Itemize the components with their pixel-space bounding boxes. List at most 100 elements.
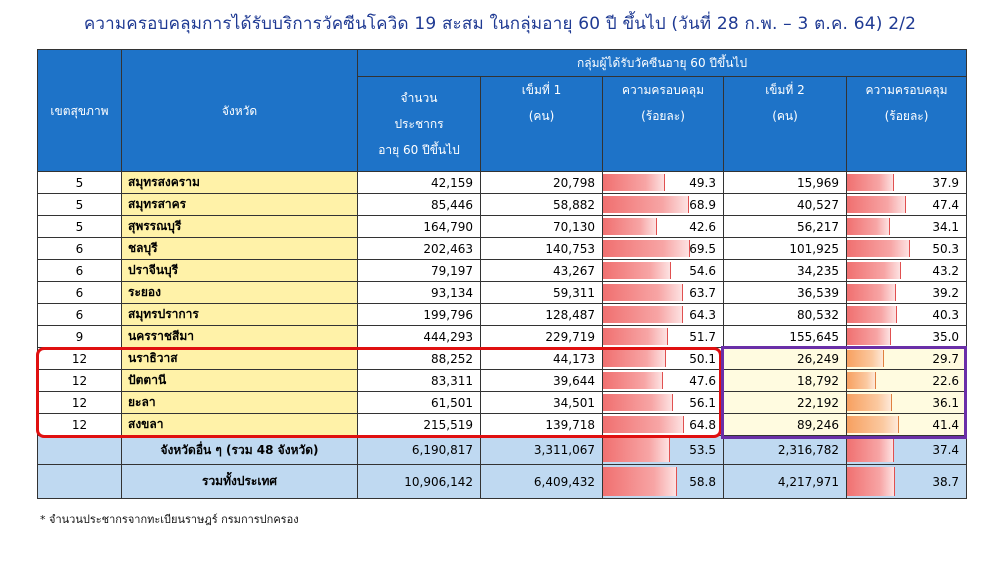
table-row: 6 ชลบุรี 202,463 140,753 69.5 101,925 50.3 bbox=[37, 237, 968, 260]
total-label: รวมทั้งประเทศ bbox=[121, 464, 358, 499]
region-cell: 9 bbox=[37, 325, 122, 348]
coverage-bar bbox=[603, 416, 684, 433]
highlight-region12-box bbox=[36, 347, 722, 438]
coverage-bar bbox=[603, 240, 690, 257]
table-row: 12 สงขลา 215,519 139,718 64.8 89,246 41.4 bbox=[37, 413, 968, 436]
coverage-bar bbox=[603, 350, 666, 367]
province-cell: สุพรรณบุรี bbox=[121, 215, 358, 238]
region-cell: 6 bbox=[37, 281, 122, 304]
coverage-bar bbox=[603, 218, 657, 235]
coverage2-cell: 35.0 bbox=[845, 325, 968, 348]
coverage2-cell: 43.2 bbox=[845, 259, 968, 282]
region-cell: 5 bbox=[37, 193, 122, 216]
coverage-table: เขตสุขภาพ จังหวัด กลุ่มผู้ได้รับวัคซีนอา… bbox=[37, 49, 968, 499]
dose1-cell: 139,718 bbox=[480, 413, 603, 436]
population-cell: 79,197 bbox=[357, 259, 481, 282]
header-dose1: เข็มที่ 1 (คน) bbox=[480, 76, 603, 172]
population-cell: 202,463 bbox=[357, 237, 481, 260]
coverage2-cell: 22.6 bbox=[845, 369, 968, 392]
dose1-cell: 20,798 bbox=[480, 171, 603, 194]
coverage1-cell: 69.5 bbox=[602, 237, 724, 260]
dose1-cell: 140,753 bbox=[480, 237, 603, 260]
region-cell: 6 bbox=[37, 303, 122, 326]
dose2-cell: 89,246 bbox=[723, 413, 847, 436]
population-cell: 85,446 bbox=[357, 193, 481, 216]
region-cell: 6 bbox=[37, 259, 122, 282]
others-pop: 6,190,817 bbox=[357, 435, 481, 465]
province-cell: ชลบุรี bbox=[121, 237, 358, 260]
province-cell: ระยอง bbox=[121, 281, 358, 304]
coverage2-cell: 40.3 bbox=[845, 303, 968, 326]
table-row: 6 ปราจีนบุรี 79,197 43,267 54.6 34,235 43.2 bbox=[37, 259, 968, 282]
total-pop: 10,906,142 bbox=[357, 464, 481, 499]
coverage-bar bbox=[847, 218, 890, 235]
table-row: 6 ระยอง 93,134 59,311 63.7 36,539 39.2 bbox=[37, 281, 968, 304]
coverage1-cell: 49.3 bbox=[602, 171, 724, 194]
coverage1-cell: 47.6 bbox=[602, 369, 724, 392]
others-label: จังหวัดอื่น ๆ (รวม 48 จังหวัด) bbox=[121, 435, 358, 465]
dose1-cell: 128,487 bbox=[480, 303, 603, 326]
coverage2-cell: 41.4 bbox=[845, 413, 968, 436]
total-dose2: 4,217,971 bbox=[723, 464, 847, 499]
province-cell: ยะลา bbox=[121, 391, 358, 414]
region-cell: 6 bbox=[37, 237, 122, 260]
dose2-cell: 34,235 bbox=[723, 259, 847, 282]
coverage-bar bbox=[847, 394, 893, 411]
coverage-bar bbox=[847, 372, 876, 389]
dose2-cell: 40,527 bbox=[723, 193, 847, 216]
coverage-bar bbox=[603, 394, 674, 411]
dose1-cell: 58,882 bbox=[480, 193, 603, 216]
province-cell: สงขลา bbox=[121, 413, 358, 436]
table-row: 12 ปัตตานี 83,311 39,644 47.6 18,792 22.6 bbox=[37, 369, 968, 392]
dose2-cell: 22,192 bbox=[723, 391, 847, 414]
province-cell: นราธิวาส bbox=[121, 347, 358, 370]
dose2-cell: 18,792 bbox=[723, 369, 847, 392]
table-row: 6 สมุทรปราการ 199,796 128,487 64.3 80,532 40.3 bbox=[37, 303, 968, 326]
dose2-cell: 101,925 bbox=[723, 237, 847, 260]
table-row: 5 สมุทรสาคร 85,446 58,882 68.9 40,527 47.4 bbox=[37, 193, 968, 216]
highlight-dose2-box bbox=[721, 346, 967, 439]
coverage1-cell: 56.1 bbox=[602, 391, 724, 414]
dose2-cell: 56,217 bbox=[723, 215, 847, 238]
coverage2-cell: 34.1 bbox=[845, 215, 968, 238]
coverage-bar bbox=[847, 306, 898, 323]
coverage-bar bbox=[847, 240, 910, 257]
dose1-cell: 59,311 bbox=[480, 281, 603, 304]
coverage-bar bbox=[603, 284, 683, 301]
coverage1-cell: 54.6 bbox=[602, 259, 724, 282]
coverage-bar bbox=[847, 196, 907, 213]
province-cell: นครราชสีมา bbox=[121, 325, 358, 348]
table-row: 5 สุพรรณบุรี 164,790 70,130 42.6 56,217 34.1 bbox=[37, 215, 968, 238]
region-cell: 5 bbox=[37, 215, 122, 238]
population-cell: 93,134 bbox=[357, 281, 481, 304]
others-dose1: 3,311,067 bbox=[480, 435, 603, 465]
coverage-bar bbox=[847, 328, 891, 345]
coverage-bar bbox=[603, 196, 690, 213]
header-coverage2: ความครอบคลุม (ร้อยละ) bbox=[845, 76, 968, 172]
dose2-cell: 155,645 bbox=[723, 325, 847, 348]
header-group: กลุ่มผู้ได้รับวัคซีนอายุ 60 ปีขึ้นไป bbox=[356, 49, 968, 77]
coverage2-cell: 39.2 bbox=[845, 281, 968, 304]
province-cell: ปราจีนบุรี bbox=[121, 259, 358, 282]
dose2-cell: 80,532 bbox=[723, 303, 847, 326]
others-cov2: 37.4 bbox=[845, 435, 968, 465]
table-row: 9 นครราชสีมา 444,293 229,719 51.7 155,645 35.0 bbox=[37, 325, 968, 348]
footnote: * จำนวนประชากรจากทะเบียนราษฎร์ กรมการปกค… bbox=[40, 513, 299, 526]
coverage-bar bbox=[603, 262, 672, 279]
coverage1-cell: 51.7 bbox=[602, 325, 724, 348]
dose1-cell: 70,130 bbox=[480, 215, 603, 238]
total-cov2: 38.7 bbox=[845, 464, 968, 499]
total-dose1: 6,409,432 bbox=[480, 464, 603, 499]
coverage1-cell: 64.8 bbox=[602, 413, 724, 436]
coverage1-cell: 42.6 bbox=[602, 215, 724, 238]
coverage2-cell: 50.3 bbox=[845, 237, 968, 260]
dose2-cell: 26,249 bbox=[723, 347, 847, 370]
province-cell: สมุทรสาคร bbox=[121, 193, 358, 216]
dose2-cell: 36,539 bbox=[723, 281, 847, 304]
others-row: จังหวัดอื่น ๆ (รวม 48 จังหวัด) 6,190,817… bbox=[37, 435, 968, 465]
header-region: เขตสุขภาพ bbox=[37, 49, 122, 172]
header-population: จำนวน ประชากร อายุ 60 ปีขึ้นไป bbox=[357, 76, 481, 172]
header-province: จังหวัด bbox=[121, 49, 358, 172]
coverage-bar bbox=[847, 262, 901, 279]
coverage-bar bbox=[603, 174, 665, 191]
